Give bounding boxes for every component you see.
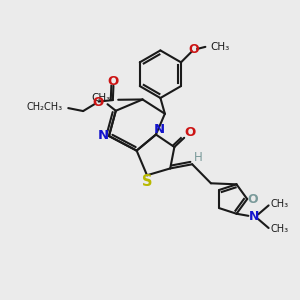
Text: CH₃: CH₃ xyxy=(270,199,288,209)
Text: CH₃: CH₃ xyxy=(270,224,288,234)
Text: O: O xyxy=(184,126,195,139)
Text: CH₃: CH₃ xyxy=(211,42,230,52)
Text: CH₂CH₃: CH₂CH₃ xyxy=(27,102,63,112)
Text: S: S xyxy=(142,174,153,189)
Text: O: O xyxy=(108,74,119,88)
Text: H: H xyxy=(194,151,203,164)
Text: N: N xyxy=(249,210,260,223)
Text: N: N xyxy=(153,123,164,136)
Text: CH₃: CH₃ xyxy=(91,93,111,103)
Text: O: O xyxy=(92,96,104,109)
Text: O: O xyxy=(188,43,199,56)
Text: O: O xyxy=(247,193,258,206)
Text: N: N xyxy=(98,129,109,142)
